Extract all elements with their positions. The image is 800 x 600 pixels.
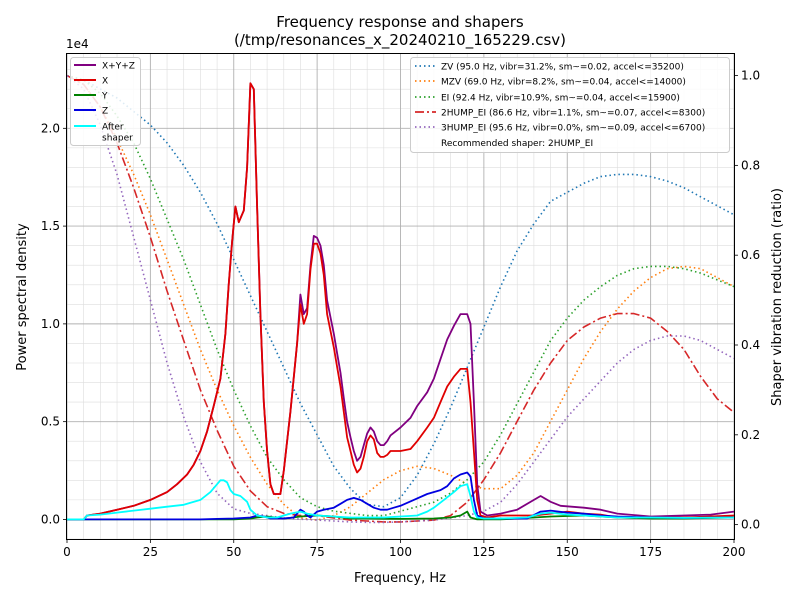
chart-title-line2: (/tmp/resonances_x_20240210_165229.csv) [234, 31, 566, 50]
shaper-curves [66, 74, 735, 524]
shaper-legend-box [410, 57, 730, 153]
recommended-shaper-text: Recommended shaper: 2HUMP_EI [441, 139, 593, 149]
x-tick-label: 25 [143, 545, 158, 559]
shaper-legend: ZV (95.0 Hz, vibr=31.2%, sm~=0.02, accel… [410, 57, 730, 153]
y-left-axis-label: Power spectral density [15, 223, 30, 371]
legend-label: EI (92.4 Hz, vibr=10.9%, sm~=0.04, accel… [441, 94, 680, 104]
y-right-tick-label: 1.0 [741, 69, 760, 83]
y-right-tick-label: 0.4 [741, 338, 760, 352]
legend-label: Y [101, 92, 108, 102]
legend-label: 2HUMP_EI (86.6 Hz, vibr=1.1%, sm~=0.07, … [441, 109, 705, 119]
series-line [67, 82, 735, 521]
x-axis-label: Frequency, Hz [354, 571, 446, 586]
x-tick-label: 0 [63, 545, 71, 559]
psd-curves [67, 82, 735, 521]
axes: 0 25 50 75 100 125 150 175 200 0.0 0.5 1.0 1.5 2.0 0.0… [41, 69, 760, 559]
x-tick-label: 125 [472, 545, 495, 559]
x-tick-label: 75 [309, 545, 324, 559]
legend-label: 3HUMP_EI (95.6 Hz, vibr=0.0%, sm~=0.09, … [441, 124, 705, 134]
y-left-tick-label: 0.5 [41, 415, 60, 429]
y-right-tick-label: 0.8 [741, 158, 760, 172]
y-right-axis-label: Shaper vibration reduction (ratio) [770, 188, 785, 406]
y-right-tick-label: 0.2 [741, 428, 760, 442]
y-left-tick-label: 1.5 [41, 219, 60, 233]
y-left-multiplier: 1e4 [66, 37, 89, 51]
legend-label: X+Y+Z [102, 62, 135, 72]
y-left-tick-label: 0.0 [41, 512, 60, 526]
chart-title-line1: Frequency response and shapers [276, 13, 524, 31]
legend-label: MZV (69.0 Hz, vibr=8.2%, sm~=0.04, accel… [441, 78, 686, 88]
series-line [67, 479, 735, 521]
legend-label: shaper [102, 134, 133, 144]
x-tick-label: 100 [389, 545, 412, 559]
series-line [66, 74, 735, 523]
y-right-tick-label: 0.6 [741, 248, 760, 262]
x-tick-label: 150 [556, 545, 579, 559]
legend-label: X [102, 77, 108, 87]
legend-label: ZV (95.0 Hz, vibr=31.2%, sm~=0.02, accel… [441, 63, 684, 73]
legend-label: After [102, 123, 124, 133]
x-tick-label: 200 [723, 545, 746, 559]
y-left-tick-label: 1.0 [41, 317, 60, 331]
y-right-tick-label: 0.0 [741, 518, 760, 532]
series-line [67, 510, 735, 521]
x-tick-label: 175 [639, 545, 662, 559]
y-left-tick-label: 2.0 [41, 121, 60, 135]
x-tick-label: 50 [226, 545, 241, 559]
legend-label: Z [102, 107, 108, 117]
